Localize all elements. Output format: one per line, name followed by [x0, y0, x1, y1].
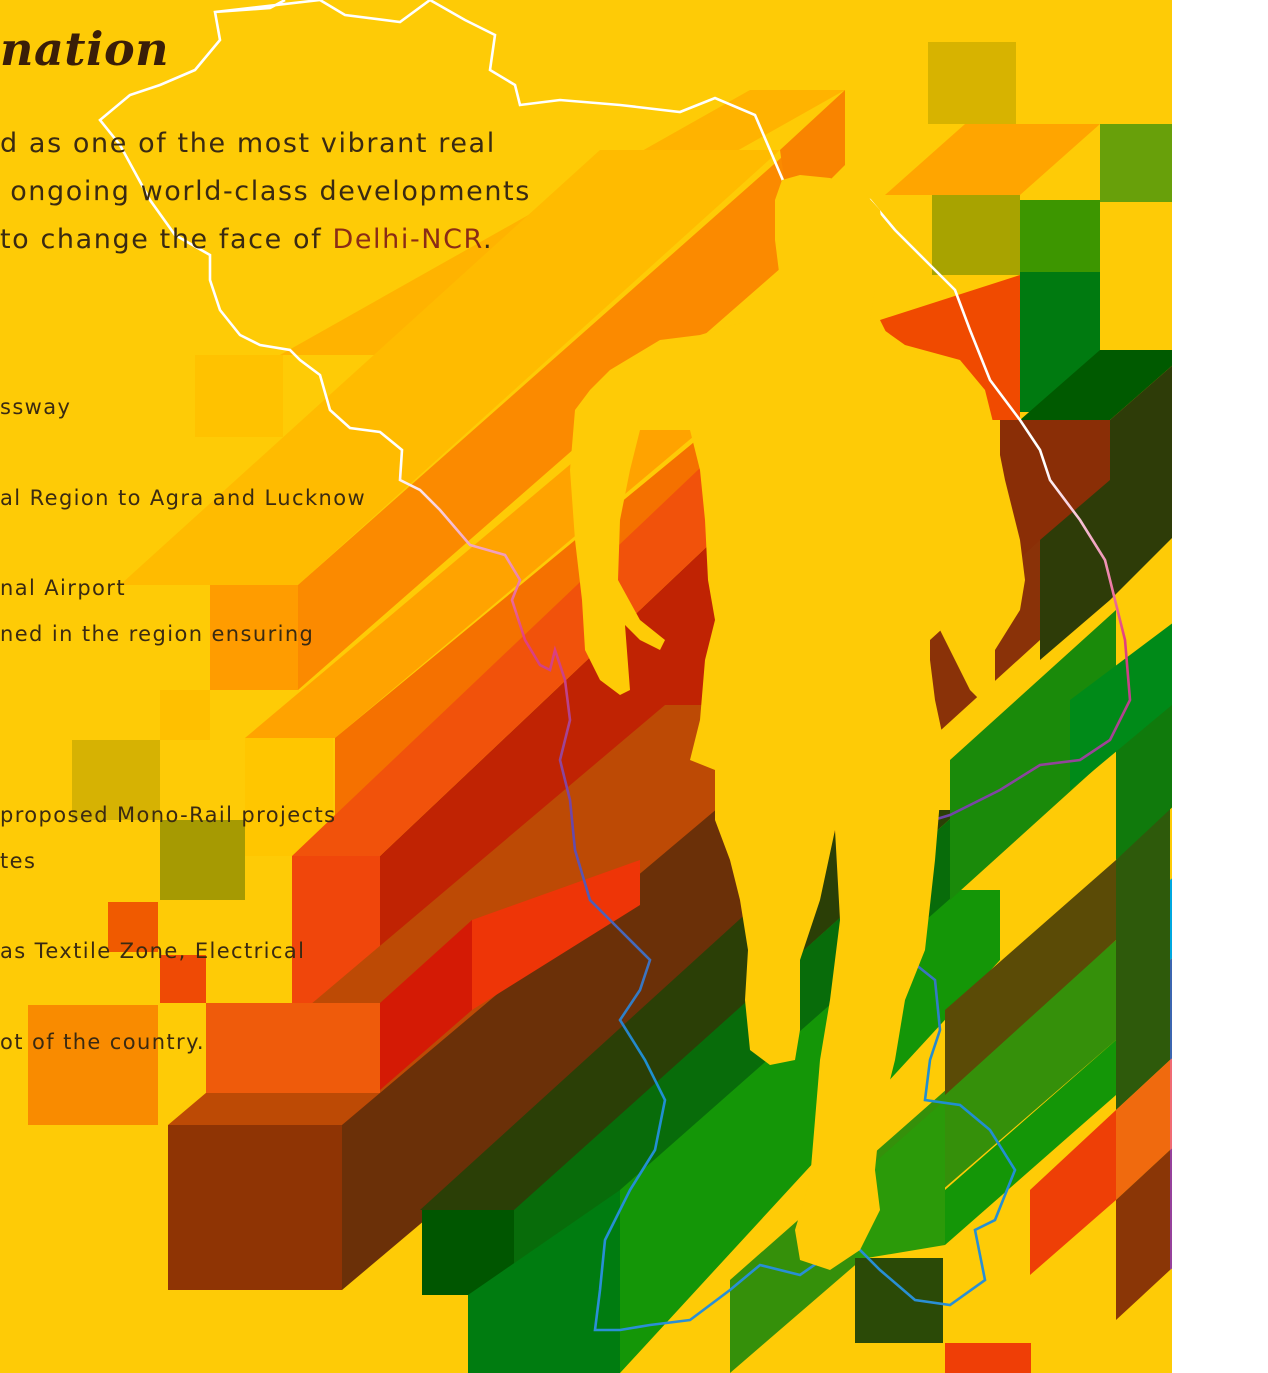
intro-line-3-post: .: [482, 224, 494, 255]
intro-line-2-lead: [0, 176, 10, 207]
pixel-squares: [28, 42, 1016, 1125]
india-map-outline: [98, 0, 1132, 1332]
point-country: ot of the country.: [0, 1030, 206, 1054]
intro-line-3: to change the face of Delhi-NCR.: [0, 224, 493, 255]
point-region-connectivity: al Region to Agra and Lucknow: [0, 486, 367, 510]
intro-line-2: ongoing world-class developments: [0, 176, 531, 207]
point-textile-zone: as Textile Zone, Electrical: [0, 939, 306, 963]
point-mono-rail-cont: tes: [0, 849, 37, 873]
section-heading: nation: [0, 22, 170, 76]
point-mono-rail: proposed Mono-Rail projects: [0, 803, 337, 827]
decorative-artwork: [28, 0, 1172, 1373]
intro-line-2-text: ongoing world-class developments: [10, 176, 531, 207]
infographic-panel: nation d as one of the most vibrant real…: [0, 0, 1172, 1373]
intro-line-3-pre: to change the face of: [0, 224, 333, 255]
intro-line-1: d as one of the most vibrant real: [0, 128, 496, 159]
point-region-ensuring: ned in the region ensuring: [0, 622, 315, 646]
walking-man-silhouette: [570, 175, 1025, 1270]
point-airport: nal Airport: [0, 576, 126, 600]
delhi-ncr-highlight: Delhi-NCR: [332, 224, 483, 255]
point-expressway: ssway: [0, 395, 72, 419]
